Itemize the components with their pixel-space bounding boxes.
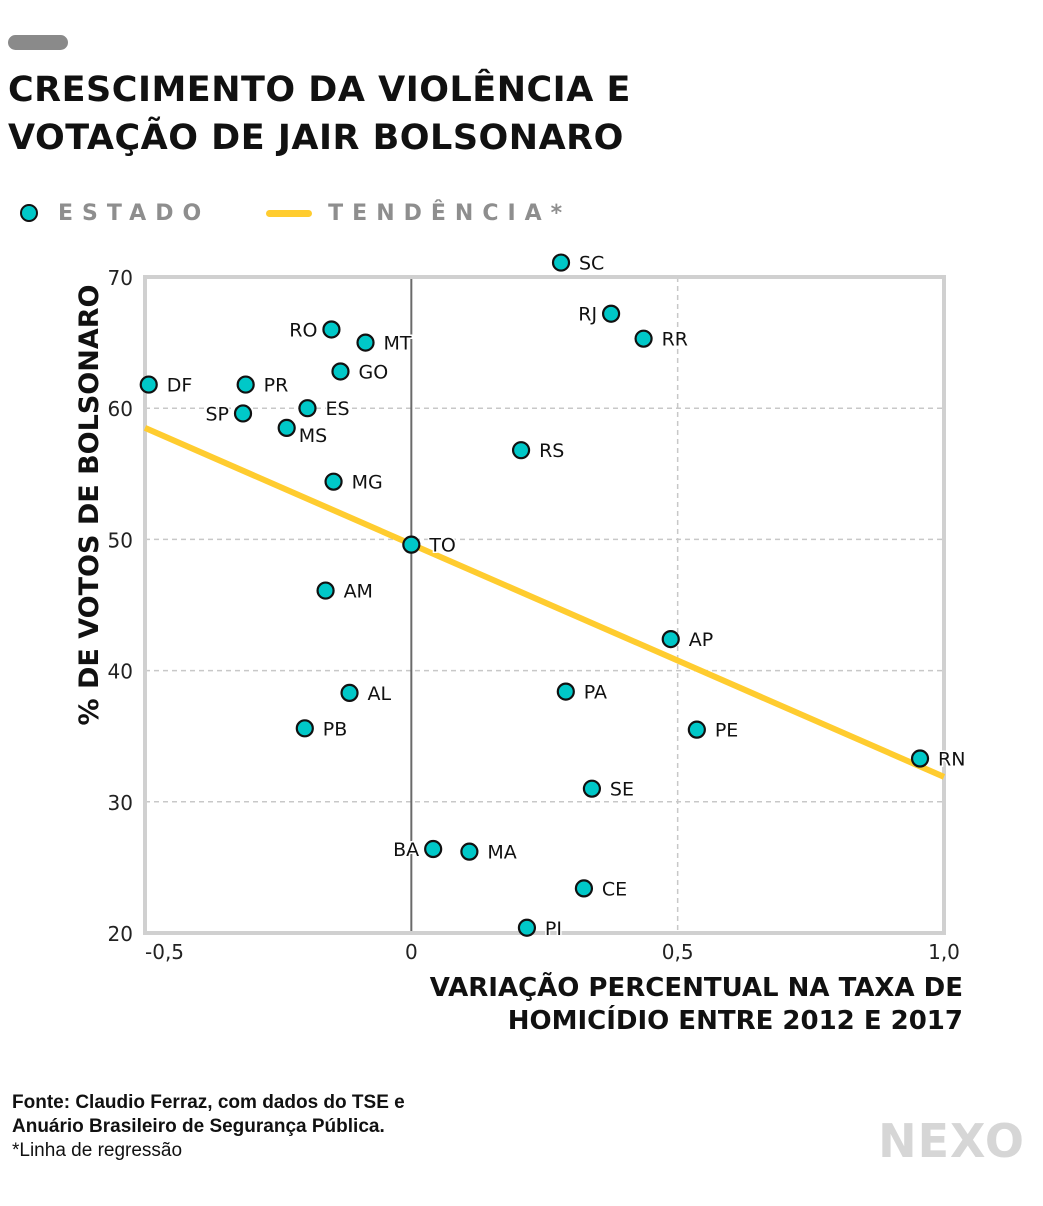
chart-title: CRESCIMENTO DA VIOLÊNCIA E VOTAÇÃO DE JA…: [8, 66, 631, 162]
source-line-2: Anuário Brasileiro de Segurança Pública.: [12, 1116, 385, 1137]
point-label: PE: [715, 720, 738, 742]
data-point-rr: [634, 329, 653, 348]
legend-item-trend: TENDÊNCIA*: [266, 201, 571, 226]
point-label: AM: [344, 581, 373, 603]
y-tick-label: 30: [108, 791, 133, 815]
y-tick-label: 50: [108, 528, 133, 552]
trend-line-icon: [266, 209, 313, 217]
legend: ESTADO TENDÊNCIA*: [20, 197, 627, 229]
nexo-logo: NEXO: [878, 1114, 1025, 1168]
scatter-chart: SC RJ RO RR MT GO DF PR ES SP MS RS MG TO AM AP PA AL PB PE…: [74, 251, 967, 964]
category-tag: [8, 35, 68, 50]
x-tick-label: 0,5: [662, 940, 694, 964]
trendline-group: [143, 425, 946, 780]
data-point-rs: [511, 441, 531, 460]
source-note: Fonte: Claudio Ferraz, com dados do TSE …: [12, 1091, 405, 1163]
plot-frame: [143, 275, 946, 935]
point-label: AP: [689, 629, 713, 651]
point-label: MT: [384, 333, 412, 355]
data-point-pa: [556, 682, 575, 701]
data-point-ma: [460, 842, 479, 861]
point-label: BA: [393, 839, 419, 861]
data-point-se: [582, 779, 602, 798]
data-point-pe: [687, 720, 706, 739]
data-point-pr: [236, 375, 255, 394]
point-label: SC: [579, 253, 604, 275]
y-tick-label: 60: [108, 397, 133, 421]
trendline: [143, 425, 946, 780]
data-point-es: [298, 399, 317, 418]
data-point-mg: [324, 472, 343, 491]
source-line-1: Fonte: Claudio Ferraz, com dados do TSE …: [12, 1092, 405, 1113]
point-label: RS: [539, 440, 564, 462]
grid: [145, 277, 944, 933]
point-label: AL: [368, 683, 392, 705]
point-label: CE: [602, 878, 627, 900]
point-label: PB: [323, 718, 348, 740]
point-label: PI: [545, 918, 562, 940]
data-point-ms: [277, 418, 296, 437]
data-point-sp: [233, 404, 253, 423]
data-point-ro: [322, 320, 341, 339]
data-point-sc: [551, 253, 571, 272]
point-label: DF: [167, 375, 193, 397]
y-tick-label: 40: [108, 660, 133, 684]
point-label: PR: [264, 375, 289, 397]
x-tick-label: 1,0: [928, 940, 960, 964]
x-axis-label-line-2: HOMICÍDIO ENTRE 2012 E 2017: [507, 1006, 963, 1036]
point-label: MA: [487, 842, 516, 864]
data-point-ce: [574, 879, 594, 898]
data-point-al: [340, 683, 359, 703]
chart-title-line-1: CRESCIMENTO DA VIOLÊNCIA E: [8, 70, 631, 110]
data-point-rj: [601, 304, 621, 323]
data-point-ap: [661, 630, 680, 649]
data-point-pb: [295, 719, 314, 738]
x-axis-label-line-1: VARIAÇÃO PERCENTUAL NA TAXA DE: [429, 973, 963, 1003]
data-point-am: [316, 581, 335, 600]
point-label: TO: [428, 535, 456, 557]
data-point-go: [331, 362, 350, 381]
legend-label-state: ESTADO: [58, 200, 211, 226]
data-point-pi: [517, 918, 537, 937]
data-point-mt: [356, 333, 375, 352]
y-tick-label: 20: [108, 922, 133, 946]
point-label: SP: [205, 403, 229, 425]
point-label: SE: [610, 779, 634, 801]
data-point-to: [402, 535, 421, 554]
x-tick-label: 0: [405, 940, 418, 964]
data-point-df: [139, 375, 158, 394]
point-label: RN: [938, 749, 965, 771]
data-point-rn: [910, 749, 930, 768]
plot-area-border: [143, 275, 946, 935]
x-tick-label: -0,5: [145, 940, 184, 964]
legend-label-trend: TENDÊNCIA*: [328, 200, 572, 226]
point-label: MG: [352, 472, 383, 494]
data-point-ba: [424, 839, 443, 859]
legend-item-state: ESTADO: [20, 201, 210, 226]
axis-ticks: 20 30 40 50 60 70 -0,5 0 0,5 1,0: [108, 266, 960, 964]
points-group: SC RJ RO RR MT GO DF PR ES SP MS RS MG TO AM AP PA AL PB PE…: [139, 251, 967, 941]
chart-title-line-2: VOTAÇÃO DE JAIR BOLSONARO: [8, 118, 624, 158]
point-label: RO: [289, 319, 317, 341]
y-axis-label: % DE VOTOS DE BOLSONARO: [74, 285, 105, 726]
point-label: RJ: [578, 304, 597, 326]
y-tick-label: 70: [108, 266, 133, 290]
point-label: RR: [662, 329, 688, 351]
footnote: *Linha de regressão: [12, 1140, 183, 1161]
point-label: PA: [584, 682, 607, 704]
point-label: MS: [299, 425, 327, 447]
state-dot-icon: [20, 204, 38, 222]
x-axis-label: VARIAÇÃO PERCENTUAL NA TAXA DE HOMICÍDIO…: [430, 972, 963, 1038]
point-label: ES: [325, 398, 349, 420]
point-label: GO: [358, 361, 388, 383]
